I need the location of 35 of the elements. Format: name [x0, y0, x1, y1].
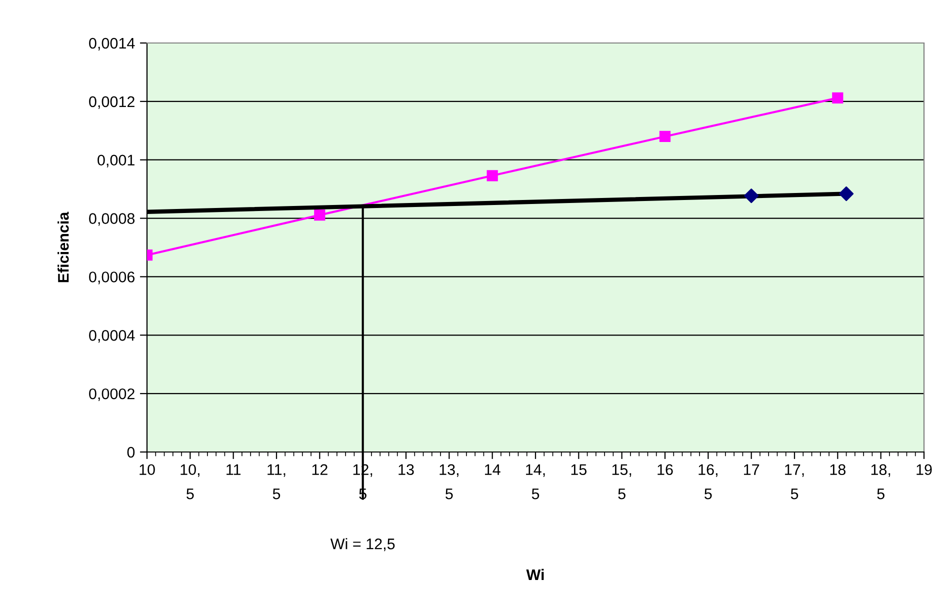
x-tick-label: 11	[226, 464, 241, 475]
x-tick-label: 10, 5	[180, 464, 200, 500]
x-tick-label: 13	[398, 464, 414, 476]
y-tick-label: 0,001	[98, 154, 134, 168]
x-axis-title: Wi	[526, 568, 544, 580]
point	[744, 188, 759, 204]
y-tick-label: 0,0012	[89, 96, 134, 109]
x-tick-label: 10	[140, 464, 155, 476]
x-tick-label: 18	[830, 464, 846, 476]
y-tick-label: 0,0004	[89, 330, 135, 343]
x-tick-label: 13, 5	[440, 464, 458, 500]
y-tick-label: 0,0014	[89, 38, 135, 50]
x-tick-label: 15, 5	[612, 464, 632, 500]
point	[839, 186, 854, 202]
y-axis-title: Eficiencia	[58, 212, 69, 282]
y-tick-label: 0,0008	[89, 213, 135, 226]
x-tick-label: 16, 5	[698, 464, 718, 500]
x-tick-label: 17, 5	[785, 464, 804, 500]
y-tick-label: 0	[127, 446, 135, 458]
x-tick-label: 15	[571, 464, 587, 476]
point	[486, 170, 498, 182]
x-tick-label: 12	[312, 464, 328, 475]
y-tick-label: 0,0006	[89, 272, 135, 284]
point	[832, 92, 844, 104]
point	[314, 210, 326, 221]
x-tick-label: 11, 5	[268, 464, 286, 500]
y-tick-label: 0,0002	[89, 388, 134, 402]
x-tick-label: 14, 5	[526, 464, 545, 500]
ref-line-label: Wi = 12,5	[330, 538, 395, 552]
x-tick-label: 19	[916, 464, 932, 476]
x-tick-label: 16	[658, 464, 673, 476]
x-tick-label: 14	[485, 464, 500, 475]
x-tick-label: 18, 5	[871, 464, 890, 500]
point	[659, 130, 671, 142]
x-tick-label: 17	[744, 464, 760, 475]
